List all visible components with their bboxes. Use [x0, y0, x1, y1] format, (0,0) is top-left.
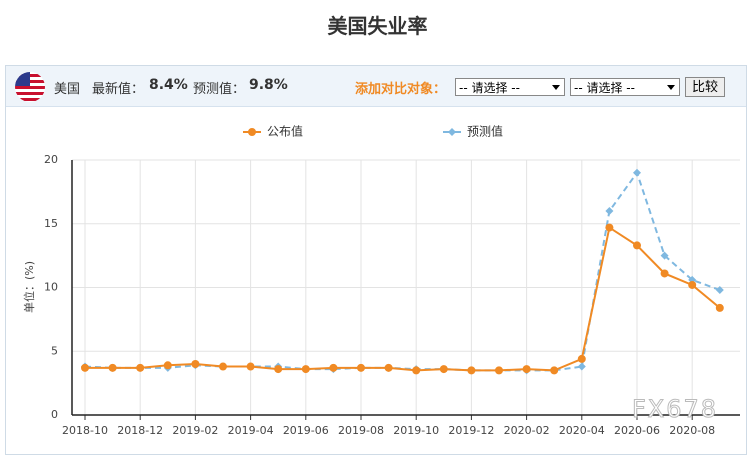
point [605, 207, 614, 215]
compare-label: 添加对比对象： [355, 82, 447, 97]
x-tick-label: 2019-04 [228, 424, 274, 437]
point [136, 363, 145, 372]
y-tick-label: 20 [44, 153, 58, 166]
y-axis-label: 单位：(%) [22, 261, 36, 313]
x-tick-label: 2019-10 [393, 424, 439, 437]
point [633, 241, 641, 250]
point [605, 223, 614, 232]
x-tick-label: 2020-08 [669, 424, 715, 437]
point [357, 363, 365, 372]
point [715, 303, 724, 312]
forecast-label: 预测值： [193, 82, 246, 97]
point [660, 251, 669, 260]
point [439, 365, 448, 374]
point [688, 280, 697, 289]
point [660, 269, 669, 278]
point [301, 365, 310, 374]
page: 美国失业率 0 5 10 15 20 2018-10 2018-12 2019-02 2019-… [5, 14, 747, 455]
point [248, 128, 256, 136]
select[interactable]: -- 请选择 -- [570, 78, 680, 96]
page-title: 美国失业率 [327, 14, 428, 38]
point [81, 363, 89, 372]
point [108, 363, 117, 372]
point [448, 128, 456, 136]
latest-value: 8.4% [149, 77, 188, 93]
point [246, 362, 255, 371]
series-line [84, 170, 721, 372]
point [715, 286, 724, 295]
compare-button[interactable]: 比较 [685, 77, 725, 97]
watermark: FX678 [632, 395, 718, 423]
point [633, 168, 641, 177]
flag [15, 72, 45, 102]
point [522, 365, 531, 374]
series-line [85, 225, 721, 372]
x-tick-label: 2019-02 [172, 424, 218, 437]
x-tick-label: 2018-10 [62, 424, 108, 437]
forecast-value: 9.8% [249, 77, 288, 93]
country: 美国 [54, 82, 81, 97]
y-tick-label: 10 [44, 281, 58, 294]
point [550, 366, 559, 375]
x-tick-label: 2019-12 [448, 424, 494, 437]
point [219, 362, 227, 371]
point [274, 365, 283, 374]
point [163, 361, 172, 370]
x-tick-label: 2019-08 [338, 424, 384, 437]
point [577, 362, 586, 371]
y-tick-label: 5 [51, 344, 58, 357]
point [577, 354, 586, 363]
point [467, 366, 476, 375]
x-tick-label: 2018-12 [117, 424, 163, 437]
point [384, 363, 393, 372]
x-tick-label: 2020-02 [504, 424, 550, 437]
x-tick-label: 2020-04 [559, 424, 605, 437]
legend-label: 预测值 [467, 124, 503, 139]
point [191, 360, 200, 368]
chart: 0 5 10 15 20 2018-10 2018-12 2019-02 2019-04 2019… [15, 72, 740, 437]
point [412, 366, 421, 375]
x-tick-label: 2019-06 [283, 424, 329, 437]
select[interactable]: -- 请选择 -- [455, 78, 565, 96]
legend-label: 公布值 [267, 124, 303, 139]
y-tick-label: 15 [44, 217, 58, 230]
latest-label: 最新值： [92, 82, 145, 97]
point [495, 366, 503, 375]
y-tick-label: 0 [51, 408, 58, 421]
point [329, 363, 338, 372]
x-tick-label: 2020-06 [614, 424, 660, 437]
